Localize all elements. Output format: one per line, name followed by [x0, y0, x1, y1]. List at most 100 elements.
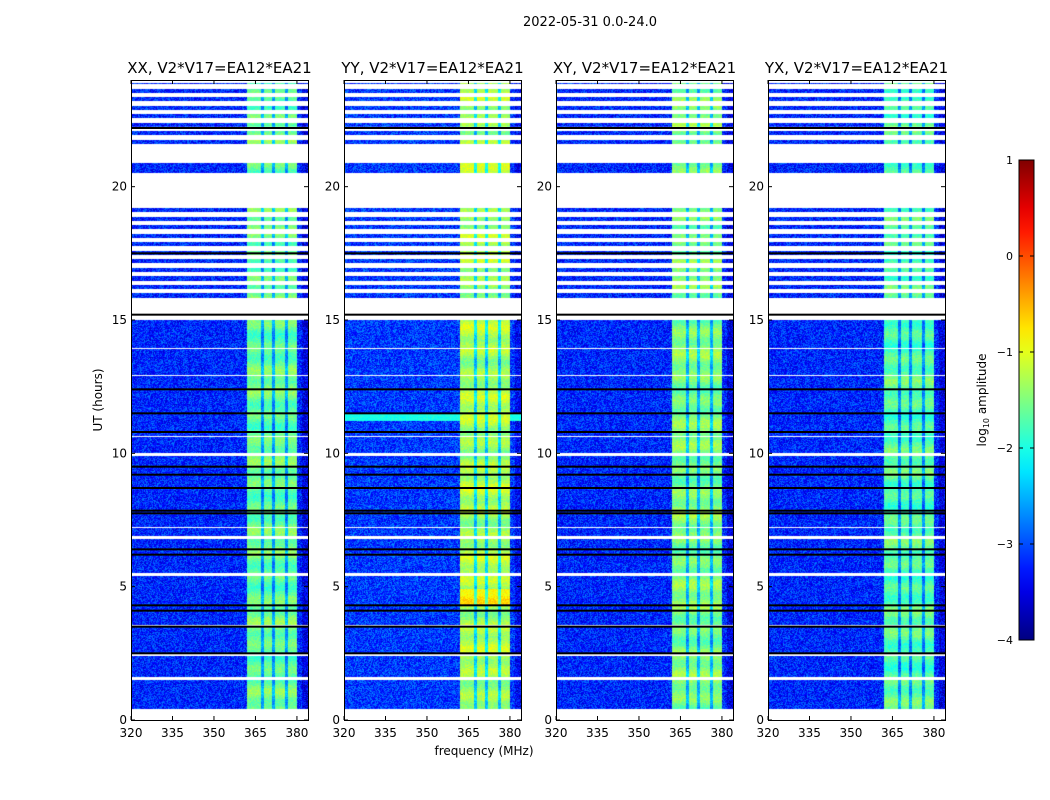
colorbar-tick-label: −4: [997, 634, 1013, 647]
flagged-row: [768, 412, 945, 415]
flagged-row: [344, 604, 521, 607]
flagged-row: [556, 487, 733, 489]
x-tick-label: 380: [710, 726, 733, 740]
flagged-row: [131, 388, 308, 391]
flagged-row: [768, 625, 945, 628]
flagged-row: [131, 127, 308, 129]
flagged-row: [556, 465, 733, 468]
flagged-row: [768, 252, 945, 255]
y-tick-label: 15: [537, 313, 552, 327]
x-axis-label: frequency (MHz): [434, 744, 533, 758]
flagged-row: [131, 313, 308, 316]
flagged-row: [768, 473, 945, 476]
flagged-row: [768, 127, 945, 129]
y-tick-label: 5: [544, 580, 552, 594]
flagged-row: [344, 553, 521, 556]
y-tick-label: 15: [749, 313, 764, 327]
flagged-row: [131, 609, 308, 612]
panel-0: XX, V2*V17=EA12*EA21 320 335 350 365 380 0 5 10 1…: [112, 59, 312, 740]
y-tick-label: 20: [537, 180, 552, 194]
flagged-row: [768, 388, 945, 391]
colorbar-tick-label: −2: [997, 442, 1013, 455]
x-tick-label: 380: [498, 726, 521, 740]
y-axis-label: UT (hours): [91, 368, 105, 431]
flagged-row: [344, 431, 521, 433]
flagged-row: [344, 652, 521, 655]
y-tick-label: 0: [756, 713, 764, 727]
flagged-row: [768, 604, 945, 607]
x-tick-label: 380: [285, 726, 308, 740]
flagged-row: [344, 548, 521, 551]
flagged-row: [556, 652, 733, 655]
flagged-row: [768, 431, 945, 433]
y-tick-label: 20: [112, 180, 127, 194]
flagged-row: [344, 487, 521, 489]
flagged-row: [131, 652, 308, 655]
y-tick-label: 10: [749, 446, 764, 460]
colorbar-tick-label: 1: [1006, 154, 1013, 167]
y-tick-label: 5: [332, 580, 340, 594]
flagged-row: [556, 512, 733, 515]
heatmap-0: [131, 80, 308, 720]
flagged-row: [556, 252, 733, 255]
colorbar-tick-label: 0: [1006, 250, 1013, 263]
panels: XX, V2*V17=EA12*EA21 320 335 350 365 380 0 5 10 1…: [112, 59, 948, 740]
x-tick-label: 350: [203, 726, 226, 740]
flagged-row: [556, 509, 733, 512]
flagged-row: [556, 609, 733, 612]
x-tick-label: 350: [416, 726, 439, 740]
y-tick-label: 10: [537, 446, 552, 460]
flagged-row: [344, 465, 521, 468]
flagged-row: [556, 548, 733, 551]
flagged-row: [131, 473, 308, 476]
axes-frame: [344, 80, 522, 721]
flagged-row: [131, 252, 308, 255]
flagged-row: [344, 625, 521, 628]
flagged-row: [344, 512, 521, 515]
panel-2: XY, V2*V17=EA12*EA21 320 335 350 365 380 0 5 10 1…: [537, 59, 736, 740]
flagged-row: [344, 412, 521, 415]
flagged-row: [556, 313, 733, 316]
flagged-row: [768, 553, 945, 556]
y-tick-label: 20: [325, 180, 340, 194]
x-tick-label: 335: [586, 726, 609, 740]
x-tick-label: 320: [545, 726, 568, 740]
flagged-row: [131, 625, 308, 628]
flagged-row: [344, 313, 521, 316]
colorbar: −4 −3 −2 −1 0 1: [997, 154, 1035, 647]
flagged-row: [556, 604, 733, 607]
flagged-row: [344, 252, 521, 255]
panel-title: YX, V2*V17=EA12*EA21: [764, 59, 948, 77]
x-tick-label: 335: [161, 726, 184, 740]
y-tick-label: 15: [325, 313, 340, 327]
y-tick-label: 5: [119, 580, 127, 594]
colorbar-tick-label: −1: [997, 346, 1013, 359]
flagged-row: [768, 465, 945, 468]
x-tick-label: 350: [628, 726, 651, 740]
flagged-row: [768, 652, 945, 655]
flagged-row: [556, 473, 733, 476]
flagged-row: [768, 487, 945, 489]
colorbar-gradient: [1018, 159, 1035, 641]
x-tick-label: 350: [840, 726, 863, 740]
x-tick-label: 365: [669, 726, 692, 740]
x-tick-label: 335: [374, 726, 397, 740]
flagged-row: [344, 388, 521, 391]
x-tick-label: 320: [757, 726, 780, 740]
x-tick-label: 365: [457, 726, 480, 740]
flagged-row: [768, 548, 945, 551]
panel-3: YX, V2*V17=EA12*EA21 320 335 350 365 380 0 5 10 1…: [749, 59, 948, 740]
x-tick-label: 320: [120, 726, 143, 740]
colorbar-label: log10 amplitude: [975, 354, 991, 447]
y-tick-label: 5: [756, 580, 764, 594]
panel-title: YY, V2*V17=EA12*EA21: [340, 59, 523, 77]
axes-frame: [131, 80, 309, 721]
x-tick-label: 320: [333, 726, 356, 740]
flagged-row: [768, 609, 945, 612]
flagged-row: [131, 512, 308, 515]
flagged-row: [344, 473, 521, 476]
flagged-row: [556, 127, 733, 129]
heatmap-3: [768, 80, 945, 720]
